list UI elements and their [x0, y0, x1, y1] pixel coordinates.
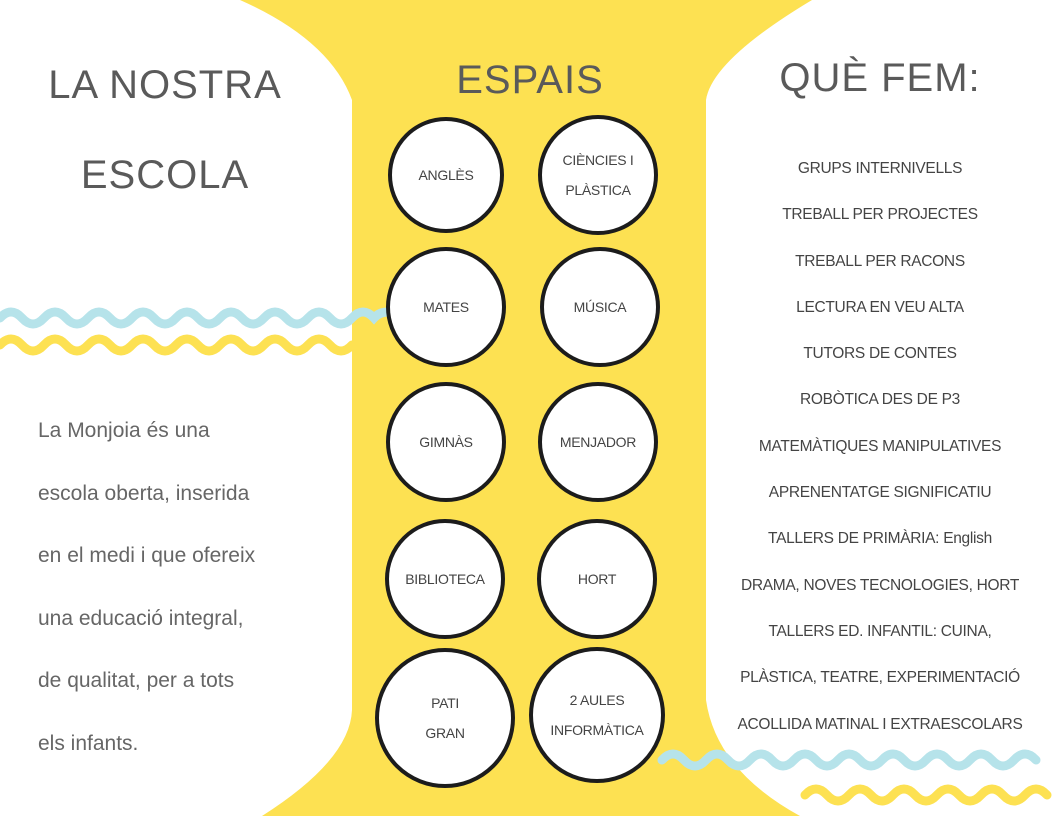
space-gimnàs: GIMNÀS — [386, 382, 506, 502]
yellow-center-panel — [240, 0, 812, 816]
activity-item: DRAMA, NOVES TECNOLOGIES, HORT — [740, 576, 1020, 594]
space-label: GRAN — [425, 725, 465, 741]
center-title: ESPAIS — [456, 58, 604, 102]
space-anglès: ANGLÈS — [388, 117, 504, 233]
right-title: QUÈ FEM: — [779, 56, 981, 100]
space-pati-gran: PATI GRAN — [375, 648, 515, 788]
space-label: MENJADOR — [559, 434, 637, 450]
left-title: LA NOSTRA ESCOLA — [48, 63, 282, 197]
yellow-wave-right — [800, 784, 1052, 806]
activity-item: ACOLLIDA MATINAL I EXTRAESCOLARS — [737, 715, 1023, 733]
space-label: PATI — [431, 695, 459, 711]
space-label: PLÀSTICA — [565, 182, 631, 198]
blue-wave-right — [657, 749, 1041, 771]
space-label: 2 AULES — [569, 692, 625, 708]
school-description: La Monjoia és una escola oberta, inserid… — [38, 419, 256, 755]
space-label: GIMNÀS — [419, 434, 473, 450]
activity-item: TUTORS DE CONTES — [803, 345, 957, 363]
activity-item: TREBALL PER RACONS — [795, 252, 965, 270]
blue-wave-left — [0, 307, 409, 329]
space-música: MÚSICA — [540, 247, 660, 367]
activity-item: ROBÒTICA DES DE P3 — [800, 391, 960, 409]
space-mates: MATES — [386, 247, 506, 367]
activities-list: GRUPS INTERNIVELLS TREBALL PER PROJECTES T… — [712, 146, 1048, 748]
space-2-aules-informàtica: 2 AULES INFORMÀTICA — [529, 647, 665, 783]
space-label: ANGLÈS — [418, 167, 474, 183]
space-label: MÚSICA — [573, 299, 627, 315]
space-ciències-i-plàstica: CIÈNCIES I PLÀSTICA — [538, 115, 658, 235]
activity-item: TALLERS DE PRIMÀRIA: English — [768, 530, 992, 548]
activity-item: TALLERS ED. INFANTIL: CUINA, — [768, 622, 992, 640]
activity-item: APRENENTATGE SIGNIFICATIU — [768, 484, 992, 502]
activity-item: LECTURA EN VEU ALTA — [796, 298, 964, 316]
space-label: MATES — [423, 299, 469, 315]
activity-item: PLÀSTICA, TEATRE, EXPERIMENTACIÓ — [740, 669, 1020, 687]
space-hort: HORT — [537, 519, 657, 639]
space-biblioteca: BIBLIOTECA — [385, 519, 505, 639]
space-menjador: MENJADOR — [538, 382, 658, 502]
activity-item: GRUPS INTERNIVELLS — [797, 160, 963, 177]
space-label: HORT — [577, 571, 617, 587]
activity-item: MATEMÀTIQUES MANIPULATIVES — [758, 437, 1002, 455]
yellow-wave-left — [0, 334, 357, 356]
space-label: INFORMÀTICA — [550, 722, 644, 738]
activity-item: TREBALL PER PROJECTES — [782, 206, 978, 224]
space-label: BIBLIOTECA — [405, 571, 485, 587]
space-label: CIÈNCIES I — [562, 152, 634, 168]
